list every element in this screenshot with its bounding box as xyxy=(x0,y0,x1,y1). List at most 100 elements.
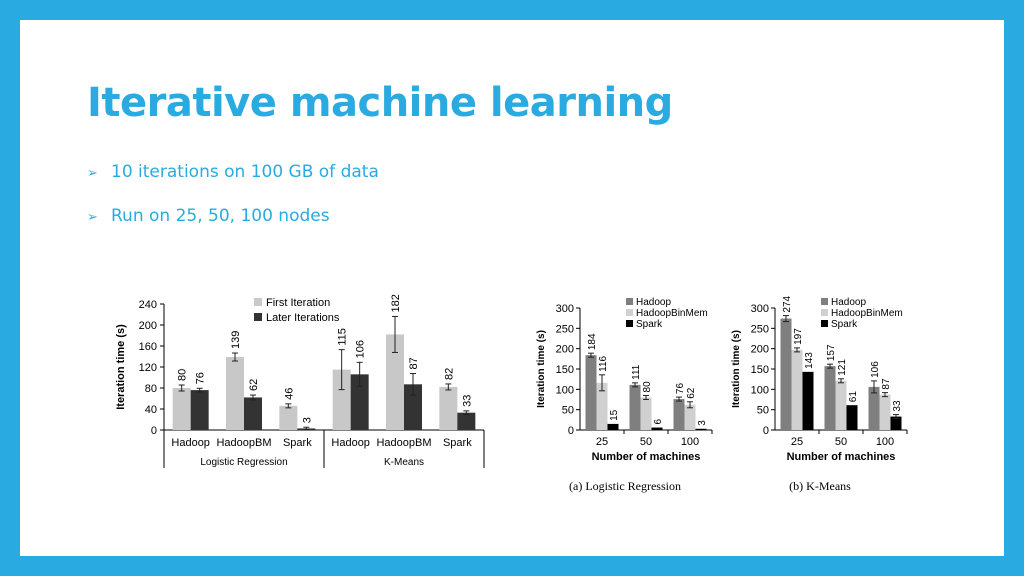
data-label: 33 xyxy=(461,395,473,407)
y-tick-label: 250 xyxy=(556,323,574,335)
bar xyxy=(190,390,209,430)
y-tick-label: 50 xyxy=(562,405,574,417)
legend-label: Spark xyxy=(831,319,858,330)
bar xyxy=(439,386,458,430)
data-label: 182 xyxy=(390,294,402,312)
y-tick-label: 40 xyxy=(145,404,157,416)
legend-label: First Iteration xyxy=(266,297,330,309)
y-tick-label: 100 xyxy=(751,384,769,396)
bullet-item: ➢ Run on 25, 50, 100 nodes xyxy=(87,204,379,248)
y-tick-label: 200 xyxy=(556,344,574,356)
bar xyxy=(596,382,608,430)
bar xyxy=(457,412,476,430)
bar xyxy=(824,366,836,430)
x-tick-label: 50 xyxy=(640,436,652,448)
legend-label: Hadoop xyxy=(636,297,671,308)
data-label: 3 xyxy=(301,417,313,423)
chart-caption: (b) K-Means xyxy=(789,479,851,493)
y-tick-label: 120 xyxy=(139,362,157,374)
bar xyxy=(890,416,902,430)
legend-swatch xyxy=(821,298,828,305)
data-label: 197 xyxy=(793,328,804,345)
data-label: 121 xyxy=(837,359,848,376)
data-label: 15 xyxy=(609,409,620,421)
y-tick-label: 150 xyxy=(751,364,769,376)
bar xyxy=(172,388,191,430)
x-tick-label: HadoopBM xyxy=(216,437,271,449)
legend-label: Later Iterations xyxy=(266,312,340,324)
legend-swatch xyxy=(254,298,262,306)
bar xyxy=(695,428,707,430)
arrow-bullet-icon: ➢ xyxy=(87,166,98,181)
data-label: 116 xyxy=(598,355,609,371)
data-label: 157 xyxy=(826,344,837,361)
bar xyxy=(791,349,803,430)
x-tick-label: 25 xyxy=(596,436,608,448)
y-axis-label: Iteration time (s) xyxy=(115,324,127,410)
x-tick-label: Spark xyxy=(443,437,472,449)
bar xyxy=(279,405,298,430)
data-label: 33 xyxy=(892,400,903,412)
data-label: 46 xyxy=(283,388,295,400)
data-label: 80 xyxy=(642,381,653,393)
data-label: 76 xyxy=(675,383,686,395)
legend-swatch xyxy=(254,313,262,321)
x-tick-label: 100 xyxy=(876,436,894,448)
y-axis-label: Iteration time (s) xyxy=(731,330,742,408)
data-label: 139 xyxy=(230,331,242,349)
y-tick-label: 0 xyxy=(763,425,769,437)
data-label: 87 xyxy=(881,378,892,390)
x-tick-label: Spark xyxy=(283,437,312,449)
bar xyxy=(226,357,244,430)
legend-swatch xyxy=(821,309,828,316)
x-tick-label: 100 xyxy=(681,436,699,448)
y-tick-label: 50 xyxy=(757,405,769,417)
data-label: 184 xyxy=(587,333,598,350)
data-label: 106 xyxy=(870,361,881,378)
legend-label: Spark xyxy=(636,319,663,330)
bar xyxy=(607,423,619,430)
legend-swatch xyxy=(626,309,633,316)
group-label: K-Means xyxy=(384,457,424,468)
data-label: 111 xyxy=(631,364,642,380)
data-label: 82 xyxy=(443,368,455,380)
bar xyxy=(684,404,696,430)
y-tick-label: 80 xyxy=(145,383,157,395)
bar xyxy=(404,384,422,430)
data-label: 76 xyxy=(195,372,207,384)
legend-label: Hadoop xyxy=(831,297,866,308)
data-label: 61 xyxy=(848,391,859,403)
data-label: 6 xyxy=(653,419,664,425)
bar xyxy=(835,380,847,430)
y-tick-label: 160 xyxy=(139,341,157,353)
slide-title: Iterative machine learning xyxy=(87,80,673,126)
data-label: 274 xyxy=(782,295,793,312)
bullet-list: ➢ 10 iterations on 100 GB of data ➢ Run … xyxy=(87,160,379,248)
y-tick-label: 200 xyxy=(751,344,769,356)
x-tick-label: Hadoop xyxy=(171,437,210,449)
data-label: 3 xyxy=(697,420,708,426)
y-tick-label: 240 xyxy=(139,299,157,311)
bullet-text: Run on 25, 50, 100 nodes xyxy=(111,206,330,226)
bar xyxy=(673,399,685,430)
bar xyxy=(780,318,792,430)
bar xyxy=(846,405,858,430)
legend-label: HadoopBinMem xyxy=(831,308,903,319)
data-label: 87 xyxy=(408,357,420,369)
bar xyxy=(386,334,404,430)
bar xyxy=(629,384,641,430)
chart-iteration-time-by-method: 0 40 80 120 160 200 240 Iteration time (s) 80 76 H… xyxy=(115,294,485,468)
y-tick-label: 0 xyxy=(151,425,157,437)
legend-label: HadoopBinMem xyxy=(636,308,708,319)
bar xyxy=(350,374,369,430)
data-label: 62 xyxy=(686,387,697,399)
data-label: 143 xyxy=(804,352,815,369)
group-label: Logistic Regression xyxy=(200,457,287,468)
bar xyxy=(585,355,597,430)
x-tick-label: HadoopBM xyxy=(376,437,431,449)
bullet-item: ➢ 10 iterations on 100 GB of data xyxy=(87,160,379,204)
chart-kmeans-by-machines: 0 50 100 150 200 250 300 Iteration time (s) 274 1… xyxy=(731,295,908,493)
y-tick-label: 100 xyxy=(556,384,574,396)
data-label: 80 xyxy=(177,369,189,381)
bar xyxy=(332,369,351,430)
